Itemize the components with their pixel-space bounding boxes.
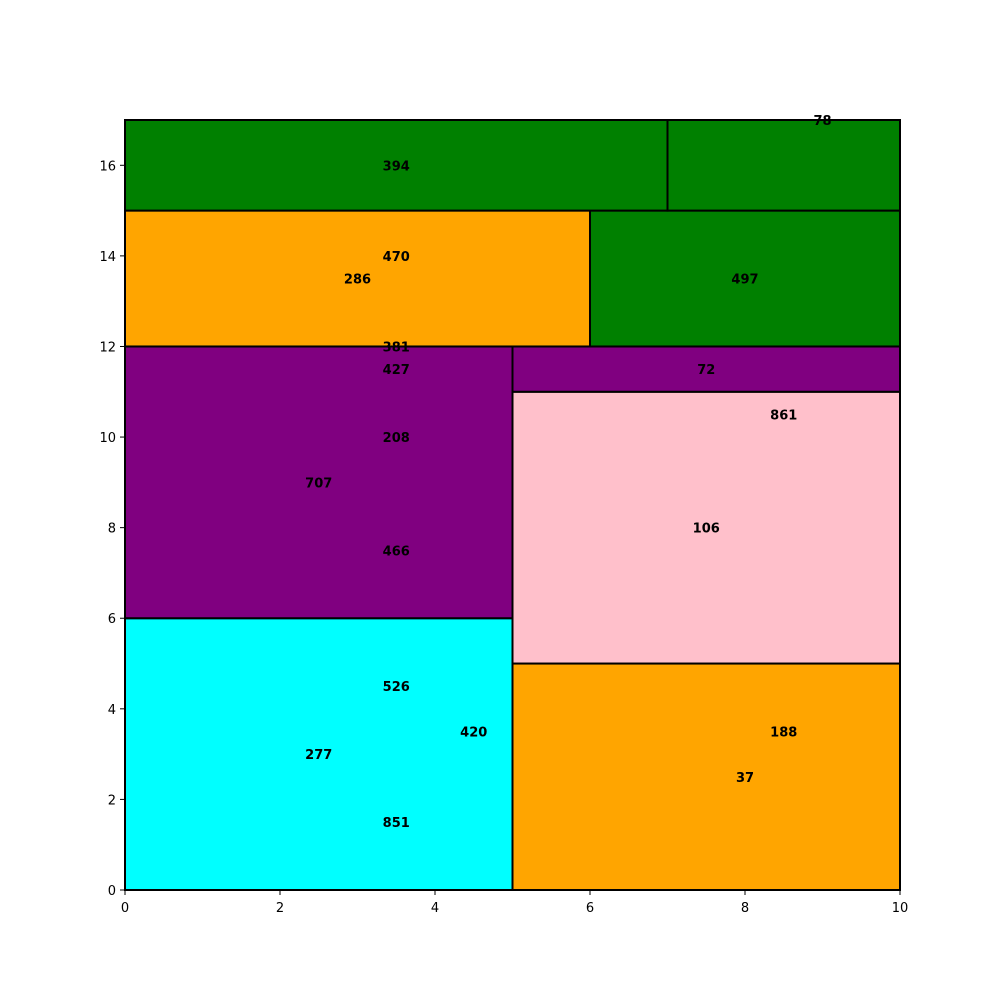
value-label: 420 (460, 725, 487, 740)
y-tick-label: 12 (99, 340, 116, 355)
value-label: 861 (770, 408, 797, 423)
x-tick-label: 0 (121, 901, 129, 916)
y-tick-label: 2 (108, 793, 116, 808)
value-label: 394 (383, 159, 410, 174)
y-tick-label: 14 (99, 250, 116, 265)
value-label: 208 (383, 431, 410, 446)
value-label: 277 (305, 748, 332, 763)
value-label: 526 (383, 680, 410, 695)
treemap-rect-1 (511, 662, 901, 891)
value-label: 466 (383, 544, 410, 559)
plot-area (124, 119, 901, 891)
value-label: 707 (305, 476, 332, 491)
y-tick-label: 0 (108, 884, 116, 899)
value-label: 427 (383, 363, 410, 378)
value-label: 470 (383, 250, 410, 265)
treemap-rect-5 (124, 209, 591, 348)
y-tick-label: 10 (99, 431, 116, 446)
y-tick-label: 4 (108, 703, 116, 718)
treemap-rect-0 (124, 617, 514, 891)
treemap-rect-8 (666, 119, 901, 212)
value-label: 381 (383, 340, 410, 355)
value-label: 286 (344, 273, 371, 288)
x-tick-label: 6 (586, 901, 594, 916)
treemap-rect-7 (124, 119, 669, 212)
x-tick-label: 8 (741, 901, 749, 916)
value-label: 851 (383, 816, 410, 831)
value-labels: 526 420 277 851 188 37 861 106 72 427 208 707 466 381… (305, 114, 831, 831)
treemap-rect-6 (589, 209, 901, 348)
treemap-rect-2 (511, 390, 901, 665)
treemap-rect-4 (511, 345, 901, 393)
y-tick-label: 6 (108, 612, 116, 627)
value-label: 37 (736, 771, 754, 786)
x-tick-label: 10 (892, 901, 909, 916)
x-tick-label: 2 (276, 901, 284, 916)
y-tick-label: 8 (108, 522, 116, 537)
value-label: 106 (693, 522, 720, 537)
value-label: 188 (770, 725, 797, 740)
axes: 0 2 4 6 8 10 0 2 4 6 8 10 12 14 16 (99, 120, 908, 916)
x-tick-label: 4 (431, 901, 439, 916)
y-tick-label: 16 (99, 159, 116, 174)
value-label: 72 (697, 363, 715, 378)
value-label: 497 (731, 273, 758, 288)
value-label: 78 (813, 114, 831, 129)
